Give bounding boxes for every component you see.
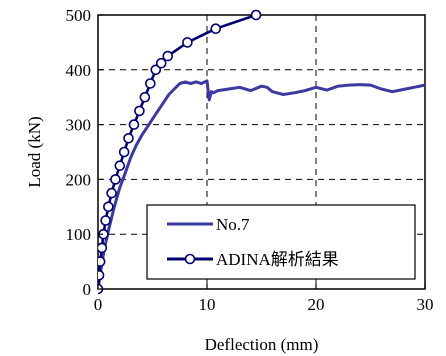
y-tick-label: 200 <box>66 170 92 189</box>
data-point <box>155 57 167 69</box>
data-point <box>98 270 105 281</box>
x-tick-label: 10 <box>199 295 216 314</box>
data-point <box>100 215 111 226</box>
data-point <box>103 201 114 213</box>
legend-marker-adina <box>184 253 196 265</box>
legend-label-no7: No.7 <box>216 215 250 234</box>
y-axis-title: Load (kN) <box>25 116 44 187</box>
series-layer <box>98 9 426 295</box>
y-tick-label: 100 <box>66 225 92 244</box>
series-0 <box>98 79 426 290</box>
data-point <box>114 160 126 171</box>
series-line-0 <box>98 79 426 290</box>
x-tick-label: 20 <box>308 295 325 314</box>
data-point <box>139 91 151 103</box>
y-tick-label: 300 <box>66 116 92 135</box>
data-point <box>118 146 130 158</box>
data-point <box>110 174 121 185</box>
data-point <box>250 9 262 21</box>
legend: No.7 ADINA解析結果 <box>146 204 416 280</box>
data-point <box>210 23 222 35</box>
data-point <box>150 64 162 76</box>
plot-frame <box>97 14 426 290</box>
data-point <box>162 50 174 62</box>
y-tick-label: 0 <box>83 280 92 299</box>
data-point <box>123 133 134 144</box>
legend-box <box>146 204 416 280</box>
data-point <box>145 78 156 89</box>
data-point <box>98 242 108 254</box>
data-point <box>98 256 106 267</box>
series-1 <box>98 9 262 295</box>
x-axis-title: Deflection (mm) <box>205 335 319 354</box>
data-point <box>134 105 145 117</box>
legend-label-adina: ADINA解析結果 <box>216 250 339 269</box>
data-point <box>182 37 193 48</box>
x-tick-label: 30 <box>417 295 434 314</box>
data-point <box>106 187 117 199</box>
x-tick-label: 0 <box>94 295 103 314</box>
y-tick-label: 400 <box>66 61 92 80</box>
data-point <box>128 119 140 130</box>
y-tick-label: 500 <box>66 6 92 25</box>
grid <box>98 15 425 289</box>
